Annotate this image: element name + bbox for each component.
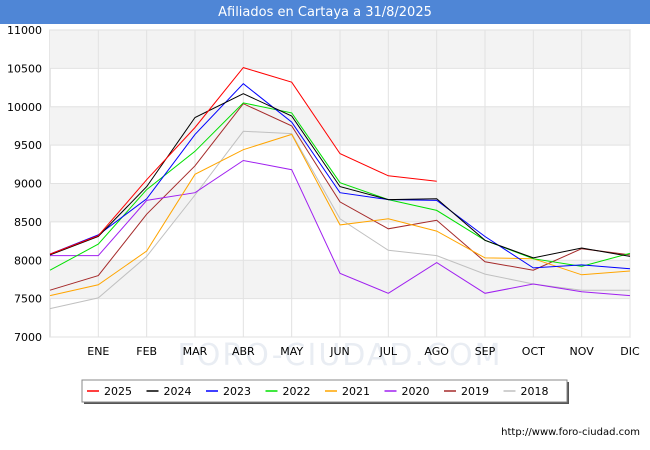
x-axis-tick-labels: ENE FEB MAR ABR MAY JUN JUL AGO SEP OCT NOV DIC [87,345,640,358]
chart-title: Afiliados en Cartaya a 31/8/2025 [0,0,650,24]
watermark-text: FORO-CIUDAD.COM [178,338,503,373]
series-line-2023 [49,83,631,270]
y-tick-label: 8500 [14,216,42,229]
series-line-2020 [50,159,631,297]
x-tick-label: JUL [379,345,398,358]
legend-label-2020: 2020 [402,385,430,398]
legend-label-2024: 2024 [164,385,192,398]
grid-lines [50,29,631,338]
y-tick-label: 9000 [14,178,42,191]
x-tick-label: NOV [570,345,595,358]
legend-label-2023: 2023 [223,385,251,398]
y-tick-label: 7500 [14,293,42,306]
legend-label-2019: 2019 [461,385,489,398]
x-tick-label: SEP [475,345,496,358]
series-line-2025 [49,67,437,255]
legend-label-2022: 2022 [283,385,311,398]
source-credit: http://www.foro-ciudad.com [501,427,640,438]
y-tick-label: 8000 [14,254,42,267]
y-tick-label: 9500 [14,139,42,152]
x-tick-label: JUN [329,345,350,358]
legend-label-2025: 2025 [104,385,132,398]
legend: 2025 2024 2023 2022 2021 2020 2019 2018 [81,379,569,404]
x-tick-label: MAY [280,345,303,358]
x-tick-label: FEB [136,345,157,358]
series-line-2022 [49,102,631,271]
x-tick-label: ENE [87,345,109,358]
y-tick-label: 10500 [7,62,42,75]
series-lines [49,67,631,310]
y-tick-label: 7000 [14,331,42,344]
watermark: FORO-CIUDAD.COM [178,338,503,373]
legend-label-2021: 2021 [342,385,370,398]
y-tick-label: 10000 [7,101,42,114]
x-tick-label: MAR [183,345,208,358]
series-line-2024 [49,93,631,259]
series-line-2019 [49,103,631,291]
y-tick-label: 11000 [7,24,42,37]
x-tick-label: AGO [424,345,449,358]
x-tick-label: ABR [232,345,255,358]
legend-label-2018: 2018 [521,385,549,398]
y-axis-tick-labels: 7000 7500 8000 8500 9000 9500 10000 10500 11000 [7,24,42,344]
legend-box [81,379,568,403]
x-tick-label: DIC [620,345,640,358]
x-tick-label: OCT [522,345,545,358]
